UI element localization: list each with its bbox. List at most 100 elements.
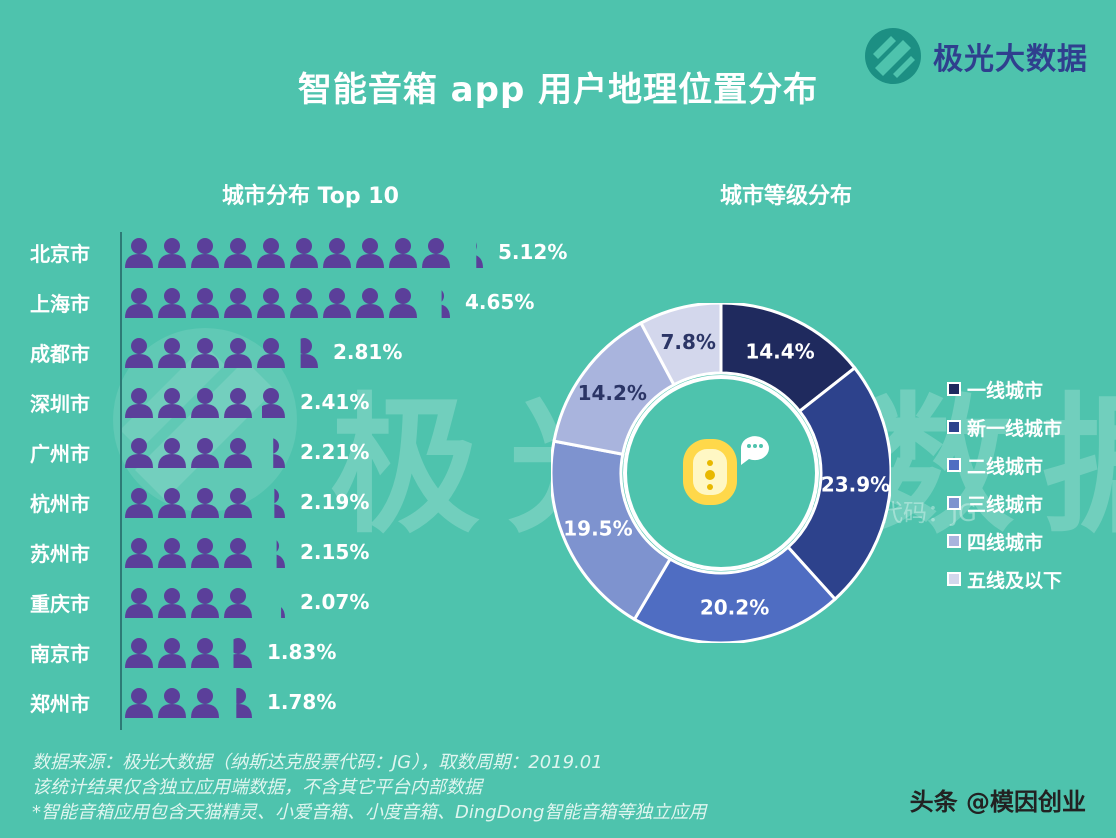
person-icon [276, 540, 285, 568]
person-icon [257, 288, 285, 318]
person-icon [233, 638, 252, 668]
person-icon [125, 688, 153, 718]
donut-slice-label: 7.8% [661, 330, 716, 354]
person-icon [262, 388, 285, 418]
person-icon [257, 338, 285, 368]
city-percent-label: 5.12% [498, 240, 568, 264]
tier-legend: 一线城市新一线城市二线城市三线城市四线城市五线及以下 [947, 370, 1062, 598]
person-icon [191, 388, 219, 418]
person-icon [224, 288, 252, 318]
person-icon [323, 288, 351, 318]
person-icon [236, 688, 252, 718]
person-icon [389, 288, 417, 318]
legend-swatch [947, 572, 961, 586]
legend-swatch [947, 534, 961, 548]
page-title: 智能音箱 app 用户地理位置分布 [297, 70, 819, 110]
person-icon [158, 438, 186, 468]
person-icon-bar [125, 338, 318, 368]
person-icon [191, 438, 219, 468]
person-icon [290, 238, 318, 268]
city-percent-label: 2.07% [300, 590, 370, 614]
legend-item: 三线城市 [947, 484, 1062, 522]
brand-logo-icon [865, 28, 921, 84]
brand: 极光大数据 [863, 26, 1088, 86]
person-icon [125, 388, 153, 418]
person-icon [300, 338, 318, 368]
donut-slice-label: 14.2% [578, 381, 647, 405]
person-icon [323, 238, 351, 268]
city-row: 苏州市 2.15% [30, 532, 369, 572]
person-icon [441, 290, 450, 318]
city-row: 南京市 1.83% [30, 632, 336, 672]
legend-item: 二线城市 [947, 446, 1062, 484]
person-icon-bar [125, 538, 285, 568]
person-icon [191, 238, 219, 268]
person-icon [356, 288, 384, 318]
person-icon [191, 288, 219, 318]
apps-note: *智能音箱应用包含天猫精灵、小爱音箱、小度音箱、DingDong智能音箱等独立应… [32, 802, 707, 823]
legend-label: 四线城市 [967, 531, 1044, 554]
legend-item: 新一线城市 [947, 408, 1062, 446]
city-label: 北京市 [30, 241, 90, 266]
person-icon [224, 338, 252, 368]
city-label: 郑州市 [30, 691, 90, 716]
donut-slice [551, 439, 673, 622]
person-icon [191, 538, 219, 568]
data-source-note: 数据来源：极光大数据（纳斯达克股票代码：JG），取数周期：2019.01 [32, 752, 603, 773]
person-icon [476, 242, 483, 268]
legend-item: 一线城市 [947, 370, 1062, 408]
legend-swatch [947, 420, 961, 434]
city-row: 郑州市 1.78% [30, 682, 336, 722]
person-icon [158, 388, 186, 418]
person-icon-bar [125, 638, 252, 668]
person-icon [389, 238, 417, 268]
person-icon [158, 638, 186, 668]
city-row: 广州市 2.21% [30, 432, 369, 472]
person-icon [224, 238, 252, 268]
city-label: 南京市 [30, 641, 90, 666]
person-icon [191, 488, 219, 518]
city-label: 深圳市 [30, 391, 90, 416]
person-icon [422, 238, 450, 268]
legend-item: 五线及以下 [947, 560, 1062, 598]
person-icon [274, 488, 285, 518]
city-percent-label: 1.78% [267, 690, 337, 714]
city-percent-label: 2.19% [300, 490, 370, 514]
person-icon [125, 238, 153, 268]
legend-label: 一线城市 [967, 379, 1044, 402]
person-icon [191, 638, 219, 668]
city-percent-label: 4.65% [465, 290, 535, 314]
city-label: 上海市 [30, 291, 90, 316]
footer-notes: 数据来源：极光大数据（纳斯达克股票代码：JG），取数周期：2019.01 该统计… [32, 750, 706, 825]
scope-note: 该统计结果仅含独立应用端数据，不含其它平台内部数据 [32, 777, 482, 798]
person-icon [356, 238, 384, 268]
person-icon [125, 488, 153, 518]
city-axis-line [120, 232, 122, 730]
person-icon [158, 238, 186, 268]
city-label: 重庆市 [30, 591, 90, 616]
legend-label: 三线城市 [967, 493, 1044, 516]
person-icon [281, 607, 285, 618]
person-icon [191, 588, 219, 618]
person-icon [224, 488, 252, 518]
city-label: 广州市 [30, 441, 90, 466]
person-icon [158, 588, 186, 618]
person-icon [125, 438, 153, 468]
smart-speaker-icon [683, 436, 769, 505]
person-icon [158, 338, 186, 368]
person-icon-bar [125, 288, 450, 318]
brand-name: 极光大数据 [933, 42, 1088, 77]
city-row: 深圳市 2.41% [30, 382, 369, 422]
person-icon [125, 288, 153, 318]
tier-chart-title: 城市等级分布 [720, 184, 853, 209]
city-percent-label: 2.21% [300, 440, 370, 464]
person-icon [224, 588, 252, 618]
person-icon [224, 438, 252, 468]
legend-label: 五线及以下 [967, 569, 1063, 592]
person-icon [224, 388, 252, 418]
legend-label: 新一线城市 [967, 417, 1063, 440]
city-label: 杭州市 [30, 491, 90, 516]
city-row: 上海市 4.65% [30, 282, 534, 322]
person-icon-bar [125, 488, 285, 518]
